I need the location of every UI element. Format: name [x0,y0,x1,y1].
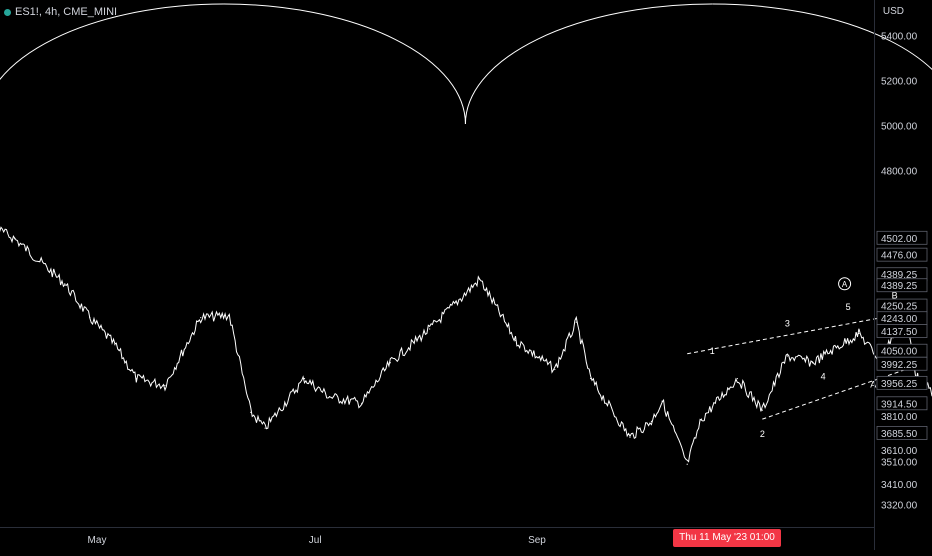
price-tick-label: 5400.00 [881,31,918,42]
price-point [479,278,481,280]
price-point [858,332,860,335]
price-tick-label: 3320.00 [881,500,918,511]
price-tick-label: 4243.00 [881,314,918,325]
price-tick-label: 3510.00 [881,458,918,469]
price-series [0,226,932,463]
price-point [361,402,363,404]
price-tick-label: 5200.00 [881,76,918,87]
price-tick-label: 3610.00 [881,446,918,457]
price-tick-label: 3992.25 [881,360,918,371]
symbol-text: ES1!, 4h, CME_MINI [15,6,118,18]
price-line [0,226,932,465]
price-point [164,384,166,386]
price-point [429,328,431,330]
crosshair-time-badge: Thu 11 May '23 01:00 [673,529,781,547]
price-point [135,377,137,380]
price-point [228,314,230,317]
price-tick-label: 3914.50 [881,399,918,410]
symbol-legend[interactable]: ES1!, 4h, CME_MINI [4,6,117,18]
channel-lines [687,312,906,420]
price-tick-label: 3810.00 [881,412,918,423]
wave-label: 1 [710,346,715,356]
price-point [64,283,66,285]
price-tick-label: 5000.00 [881,122,918,133]
status-dot-icon [4,8,11,16]
price-tick-label: 4050.00 [881,347,918,358]
time-tick-label: Sep [528,535,546,546]
wave-label-circle [838,277,852,291]
channel-line [687,312,906,355]
wave-label: 5 [846,302,851,312]
time-tick-label: May [88,535,107,546]
price-tag [876,230,928,245]
cycle-arc [712,3,932,71]
price-tag [876,375,928,390]
price-point [200,317,202,319]
price-point [661,400,663,402]
wave-labels: A5B314A2C(A)(B)C2A1B41325(C)B34C5 [710,277,898,439]
price-axis[interactable]: 5400.00 5200.00 5000.00 4800.00 4502.00 4476.… [874,0,932,550]
wave-label: 2 [760,429,765,439]
cycle-arc [464,3,713,125]
price-point [39,260,41,262]
price-point [264,427,266,429]
cycle-arc [223,3,466,125]
price-tag [876,324,928,338]
price-point [686,463,688,465]
price-tick-label: 4389.25 [881,270,918,281]
price-point [650,420,653,423]
price-point [786,355,788,357]
price-point [761,409,763,411]
price-point [736,377,738,380]
price-point [590,377,592,380]
price-tag [876,426,928,440]
price-point [250,411,252,413]
price-tag [876,396,928,411]
wave-label: A [842,280,848,289]
price-tick-label: 4800.00 [881,167,918,178]
price-point [14,238,16,240]
price-point [389,362,391,364]
price-tick-label: 4476.00 [881,251,918,262]
price-point [114,344,116,346]
price-tag [876,278,928,293]
price-tick-label: 4250.25 [881,302,918,313]
cycle-arc [0,3,224,81]
price-tag [876,247,928,262]
wave-label: 4 [821,372,826,382]
time-tick-label: Jul [309,535,322,546]
price-point [575,321,577,323]
price-point [700,418,703,420]
price-tick-label: 4137.50 [881,327,918,338]
price-point [303,377,306,380]
price-tag [876,356,928,371]
cycle-arcs [0,3,932,125]
price-point [514,339,517,341]
price-point [328,396,331,398]
currency-label[interactable]: USD [882,6,904,17]
price-tick-label: 3956.25 [881,379,918,390]
price-tick-label: 4389.25 [881,281,918,292]
price-tick-label: 3410.00 [881,480,918,491]
price-point [554,368,556,371]
price-point [89,317,91,319]
price-point [811,362,814,364]
wave-label: A [870,380,876,390]
price-tick-label: 4502.00 [881,234,918,245]
price-point [629,436,631,438]
wave-label: 3 [785,319,790,329]
price-tick-label: 3685.50 [881,429,918,440]
wave-label: B [892,291,898,301]
